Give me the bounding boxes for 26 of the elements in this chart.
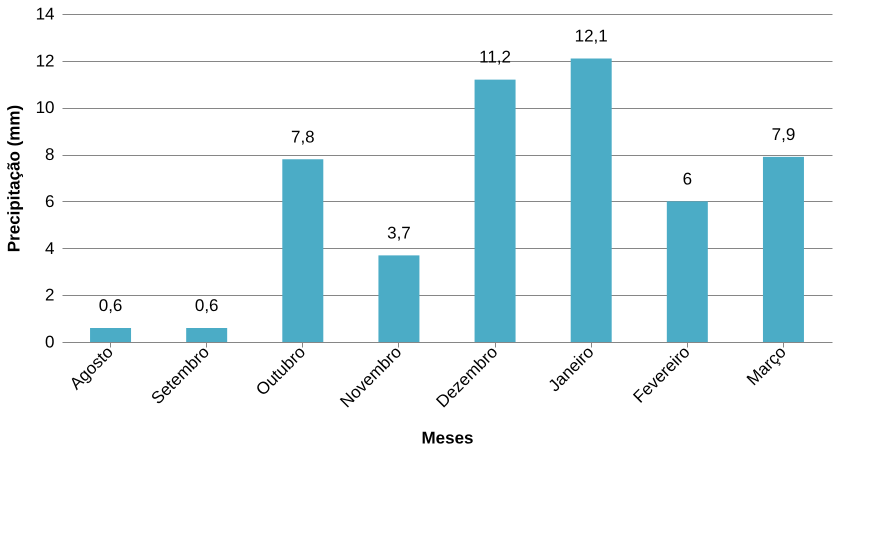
y-tick-label: 4	[45, 238, 54, 258]
bar	[666, 201, 708, 342]
data-label: 0,6	[194, 296, 218, 315]
bar	[474, 80, 516, 342]
data-label: 0,6	[98, 296, 122, 315]
y-tick-label: 2	[45, 286, 54, 305]
data-label: 11,2	[479, 48, 511, 67]
bar	[186, 328, 228, 342]
y-tick-label: 10	[36, 98, 54, 118]
y-tick-label: 6	[45, 192, 54, 211]
data-label: 12,1	[574, 26, 608, 46]
bar	[762, 156, 804, 342]
y-axis-title: Precipitação (mm)	[4, 104, 24, 252]
data-label: 3,7	[387, 223, 411, 242]
bar	[378, 255, 420, 342]
data-label: 7,9	[772, 124, 796, 144]
y-tick-label: 0	[45, 332, 54, 352]
bar	[570, 58, 612, 342]
bar	[282, 159, 324, 342]
data-label: 6	[682, 169, 692, 188]
bar	[90, 328, 132, 342]
y-tick-label: 8	[45, 145, 54, 164]
data-label: 7,8	[290, 127, 315, 146]
x-axis-title: Meses	[422, 428, 474, 448]
y-tick-label: 12	[36, 51, 54, 70]
y-tick-label: 14	[36, 4, 54, 24]
